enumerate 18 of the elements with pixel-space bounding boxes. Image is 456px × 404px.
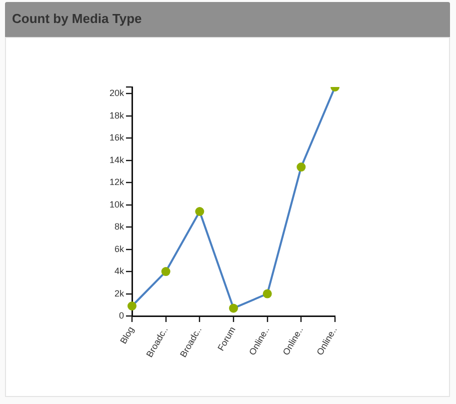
y-tick-label: 14k (109, 154, 124, 165)
y-tick-label: 18k (109, 110, 124, 120)
point (195, 207, 204, 216)
y-tick-label: 12k (109, 177, 124, 188)
point (262, 289, 272, 298)
y-tick-label: 0 (118, 310, 124, 320)
y-tick-label: 4k (114, 266, 124, 276)
point (161, 267, 170, 276)
point (229, 304, 238, 313)
point (128, 301, 136, 310)
y-tick-label: 2k (114, 288, 124, 298)
y-tick-label: 20k (109, 88, 124, 98)
chart-title: Count by Media Type (12, 11, 142, 26)
y-tick-label: 16k (109, 132, 124, 143)
y-tick-label: 10k (109, 199, 124, 210)
y-tick-label: 8k (114, 222, 124, 232)
point (296, 162, 306, 172)
y-tick-label: 6k (114, 244, 124, 254)
